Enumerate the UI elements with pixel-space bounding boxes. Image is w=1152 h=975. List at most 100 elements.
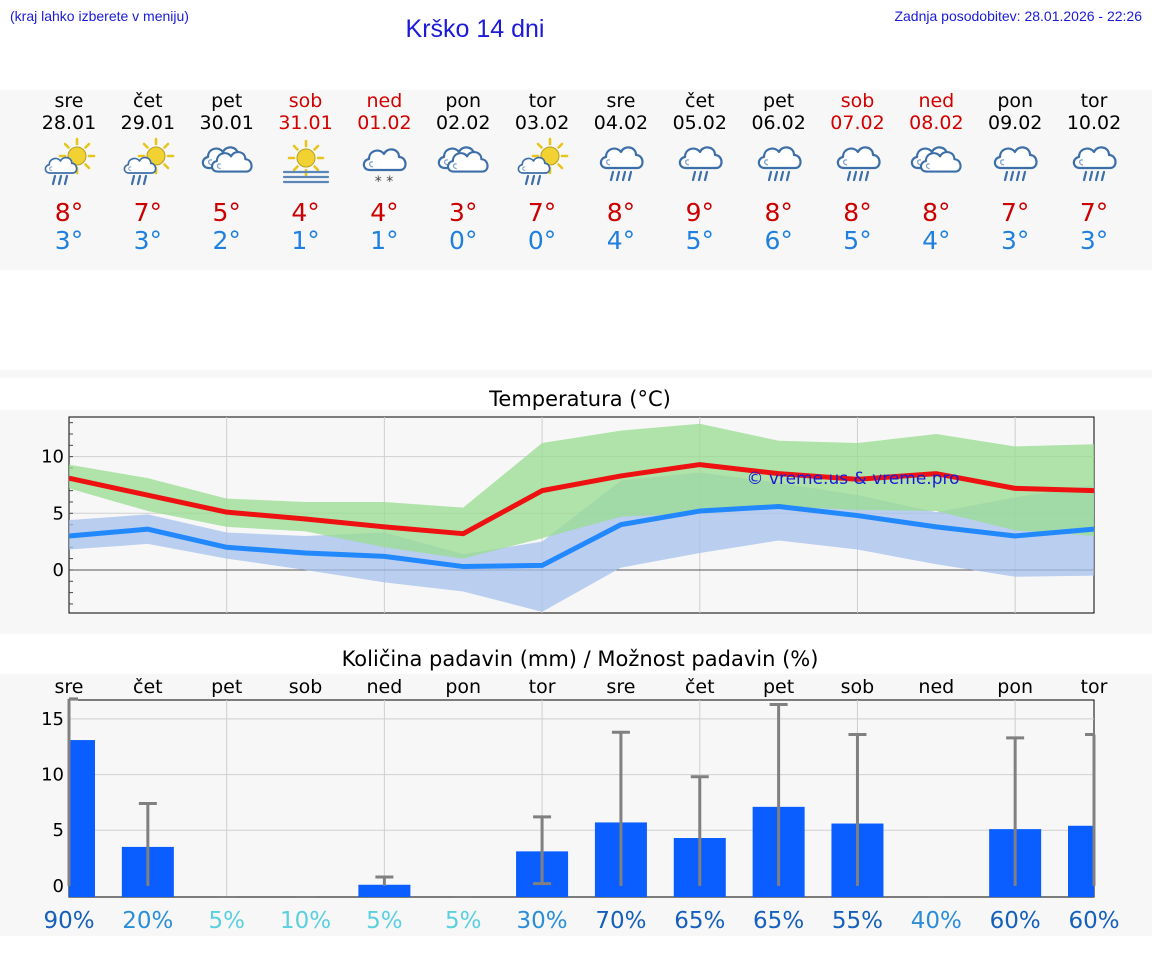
cloud-heavy-rain-icon <box>983 134 1047 198</box>
cloud-heavy-rain-icon <box>826 134 890 198</box>
y-tick-label: 15 <box>41 709 64 730</box>
day-date: 09.02 <box>987 112 1043 134</box>
watermark: © vreme.us & vreme.pro <box>746 469 959 489</box>
x-category-label: sob <box>289 676 323 698</box>
min-temperature: 0° <box>449 226 478 255</box>
min-temperature: 4° <box>922 226 951 255</box>
x-category-label: ned <box>366 676 402 698</box>
max-temperature: 8° <box>54 198 84 227</box>
min-temperature: 4° <box>606 226 636 255</box>
precipitation-probability: 60% <box>1068 908 1119 934</box>
precipitation-probability: 55% <box>832 908 883 934</box>
y-tick-label: 10 <box>41 765 64 786</box>
day-name: sob <box>288 90 323 112</box>
day-name: sre <box>606 90 636 112</box>
precipitation-probability: 5% <box>445 908 482 934</box>
day-date: 03.02 <box>514 112 570 134</box>
day-date: 08.02 <box>909 112 964 134</box>
x-category-label: sre <box>55 676 84 698</box>
x-category-label: čet <box>685 676 715 698</box>
day-date: 28.01 <box>41 112 97 134</box>
max-temperature: 8° <box>843 198 872 227</box>
day-date: 31.01 <box>278 112 333 134</box>
x-category-label: pet <box>211 676 242 698</box>
precipitation-bar <box>69 740 95 897</box>
y-tick-label: 0 <box>53 560 64 581</box>
day-name: ned <box>366 90 403 112</box>
y-tick-label: 5 <box>53 503 64 524</box>
cloudy-icon <box>195 134 259 198</box>
max-temperature: 8° <box>606 198 636 227</box>
max-temperature: 7° <box>1079 198 1109 227</box>
max-temperature: 7° <box>133 198 163 227</box>
day-name: pet <box>211 90 243 112</box>
day-date: 30.01 <box>199 112 254 134</box>
day-name: tor <box>528 90 556 112</box>
max-temperature: 5° <box>212 198 241 227</box>
max-temperature-range-band <box>69 423 1094 559</box>
y-tick-label: 5 <box>53 820 64 841</box>
temperature-chart-title: Temperatura (°C) <box>489 387 671 411</box>
min-temperature: 1° <box>370 226 399 255</box>
precipitation-bar <box>1068 825 1094 897</box>
svg-text:* *: * * <box>375 174 393 190</box>
sun-cloud-rain-icon <box>116 134 180 198</box>
sun-cloud-rain-icon <box>510 134 574 198</box>
precipitation-probability: 5% <box>208 908 245 934</box>
y-tick-label: 10 <box>41 447 64 468</box>
plot-area <box>68 699 1095 898</box>
x-category-label: pon <box>997 676 1033 698</box>
precipitation-probability: 20% <box>122 908 173 934</box>
day-date: 05.02 <box>672 112 727 134</box>
cloud-snow-icon: * * <box>352 134 416 198</box>
precipitation-bar <box>358 884 411 897</box>
day-date: 04.02 <box>593 112 649 134</box>
day-date: 01.02 <box>357 112 412 134</box>
day-date: 02.02 <box>436 112 491 134</box>
max-temperature: 7° <box>527 198 557 227</box>
min-temperature: 0° <box>527 226 557 255</box>
x-category-label: sre <box>606 676 635 698</box>
x-category-label: pet <box>763 676 794 698</box>
max-temperature: 4° <box>291 198 320 227</box>
min-temperature: 2° <box>212 226 241 255</box>
min-temperature: 6° <box>764 226 793 255</box>
day-date: 07.02 <box>830 112 885 134</box>
day-name: ned <box>918 90 955 112</box>
cloudy-icon <box>904 134 968 198</box>
sun-cloud-rain-icon <box>37 134 101 198</box>
precipitation-probability: 60% <box>990 908 1041 934</box>
precipitation-probability: 5% <box>366 908 403 934</box>
max-temperature-line <box>68 462 1095 537</box>
precipitation-probability: 30% <box>517 908 568 934</box>
x-category-label: čet <box>133 676 163 698</box>
min-temperature: 5° <box>685 226 714 255</box>
max-temperature: 8° <box>764 198 793 227</box>
min-temperature: 3° <box>54 226 84 255</box>
precipitation-probability: 70% <box>595 908 646 934</box>
precipitation-probability: 65% <box>674 908 725 934</box>
day-date: 10.02 <box>1066 112 1122 134</box>
day-name: čet <box>685 90 715 112</box>
x-category-label: sob <box>841 676 875 698</box>
sun-fog-icon <box>274 134 338 198</box>
page-title: Krško 14 dni <box>405 15 545 43</box>
location-hint: (kraj lahko izberete v meniju) <box>10 8 189 24</box>
x-category-label: pon <box>445 676 481 698</box>
day-name: čet <box>133 90 163 112</box>
precipitation-probability: 65% <box>753 908 804 934</box>
y-tick-label: 0 <box>53 876 64 897</box>
cloud-heavy-rain-icon <box>1062 134 1126 198</box>
day-name: sre <box>54 90 84 112</box>
day-date: 29.01 <box>120 112 176 134</box>
x-category-label: ned <box>918 676 954 698</box>
last-update: Zadnja posodobitev: 28.01.2026 - 22:26 <box>894 8 1142 24</box>
precipitation-probability: 90% <box>43 908 94 934</box>
day-date: 06.02 <box>751 112 806 134</box>
precipitation-probability: 40% <box>911 908 962 934</box>
min-temperature: 3° <box>133 226 163 255</box>
day-name: pet <box>763 90 795 112</box>
max-temperature: 8° <box>922 198 951 227</box>
precipitation-chart: 0 5 10 15 sre čet pet sob ned pon tor sre čet pet sob n… <box>41 676 1119 934</box>
max-temperature: 4° <box>370 198 399 227</box>
